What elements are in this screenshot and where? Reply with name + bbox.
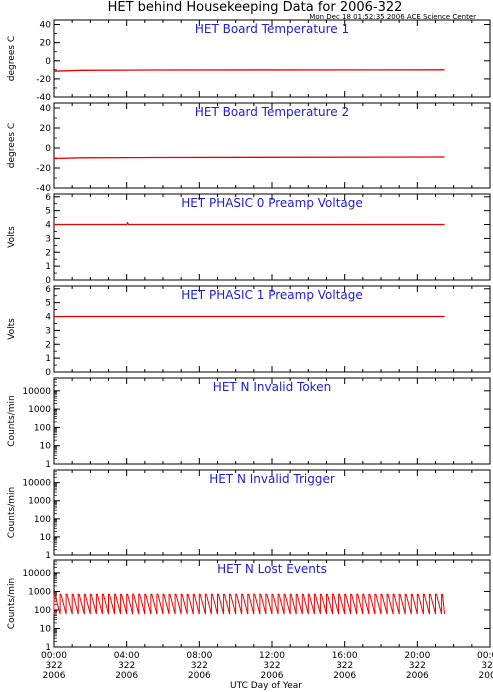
figure-title: HET behind Housekeeping Data for 2006-32… <box>108 0 403 15</box>
x-tick-label-doy: 322 <box>263 661 280 671</box>
y-tick-label: 100 <box>34 423 51 433</box>
x-tick-label-time: 00:00 <box>477 651 493 661</box>
series-line <box>54 221 445 226</box>
x-tick-label-time: 16:00 <box>332 651 358 661</box>
panel-title: HET Board Temperature 1 <box>195 22 349 36</box>
y-tick-label: 10000 <box>22 387 51 397</box>
y-tick-label: -20 <box>36 75 51 85</box>
y-tick-label: 10 <box>40 533 52 543</box>
y-tick-label: 0 <box>45 368 51 378</box>
panel-title: HET Board Temperature 2 <box>195 105 349 119</box>
y-tick-label: 1 <box>45 643 51 653</box>
panel-5: 1 10 100 1000 10000 Counts/min HET N Invalid T… <box>7 377 491 470</box>
y-tick-label: 4 <box>45 221 51 231</box>
y-axis-label: Counts/min <box>7 487 17 538</box>
y-tick-label: 10 <box>40 442 52 452</box>
y-tick-label: 1 <box>45 354 51 364</box>
y-tick-label: 20 <box>40 124 52 134</box>
y-tick-label: 10 <box>40 624 52 634</box>
y-tick-label: 5 <box>45 207 51 217</box>
panel-title: HET N Invalid Trigger <box>209 472 335 486</box>
y-tick-label: 2 <box>45 340 51 350</box>
y-tick-label: 5 <box>45 299 51 309</box>
panel-2: -40 -20 0 20 40 degrees C HET Board Temperatur… <box>7 102 491 194</box>
figure-timestamp: Mon Dec 18 01:52:35 2006 ACE Science Cen… <box>309 13 476 21</box>
panel-1: -40 -20 0 20 40 degrees C HET Board Temperatur… <box>7 19 491 103</box>
y-tick-label: 10000 <box>22 569 51 579</box>
x-tick-label-doy: 322 <box>118 661 135 671</box>
x-axis-label: UTC Day of Year <box>230 681 302 691</box>
x-tick-label-year: 2006 <box>188 671 211 681</box>
x-tick-label-doy: 322 <box>45 661 62 671</box>
panel-6: 1 10 100 1000 10000 Counts/min HET N Invalid T… <box>7 469 491 561</box>
x-tick-label-year: 2006 <box>43 671 66 681</box>
y-tick-label: 6 <box>45 285 51 295</box>
y-tick-label: 100 <box>34 515 51 525</box>
x-tick-label-time: 00:00 <box>41 651 67 661</box>
x-tick-label-year: 2006 <box>479 671 493 681</box>
x-tick-label-doy: 323 <box>481 661 493 671</box>
y-axis-label: degrees C <box>7 123 17 168</box>
panel-title: HET PHASIC 0 Preamp Voltage <box>181 196 363 210</box>
y-tick-label: 1000 <box>28 405 51 415</box>
y-tick-label: 0 <box>45 276 51 286</box>
panel-title: HET PHASIC 1 Preamp Voltage <box>181 288 363 302</box>
y-axis-label: Counts/min <box>7 395 17 446</box>
x-tick-label-year: 2006 <box>261 671 284 681</box>
y-tick-label: -40 <box>36 93 51 103</box>
x-tick-label-time: 12:00 <box>259 651 285 661</box>
y-tick-label: 40 <box>40 104 52 114</box>
x-tick-label-doy: 322 <box>409 661 426 671</box>
y-tick-label: 0 <box>45 144 51 154</box>
series-line <box>53 593 446 615</box>
series-line <box>53 156 445 160</box>
y-tick-label: 100 <box>34 606 51 616</box>
panel-3: 0 1 2 3 4 5 6 Volts HET PHASIC 0 Preamp Voltage <box>7 193 491 286</box>
y-tick-label: 0 <box>45 57 51 67</box>
x-tick-label-year: 2006 <box>406 671 429 681</box>
y-tick-label: 1 <box>45 460 51 470</box>
y-axis-label: degrees C <box>7 36 17 81</box>
series-line <box>53 69 445 72</box>
panel-7: 1 10 100 1000 10000 Counts/min HET N Lost Even… <box>7 559 491 653</box>
y-tick-label: 10000 <box>22 479 51 489</box>
y-axis-label: Volts <box>7 226 17 248</box>
panel-title: HET N Invalid Token <box>213 380 331 394</box>
y-tick-label: 4 <box>45 313 51 323</box>
x-tick-label-doy: 322 <box>191 661 208 671</box>
y-tick-label: 1 <box>45 262 51 272</box>
x-tick-label-doy: 322 <box>336 661 353 671</box>
x-tick-label-year: 2006 <box>333 671 356 681</box>
y-axis-label: Counts/min <box>7 578 17 629</box>
y-tick-label: 40 <box>40 21 52 31</box>
x-tick-label-time: 04:00 <box>114 651 140 661</box>
y-tick-label: 3 <box>45 234 51 244</box>
y-tick-label: -20 <box>36 164 51 174</box>
x-tick-label-time: 08:00 <box>186 651 212 661</box>
y-tick-label: 1000 <box>28 587 51 597</box>
y-tick-label: -40 <box>36 184 51 194</box>
y-tick-label: 6 <box>45 193 51 203</box>
y-tick-label: 2 <box>45 248 51 258</box>
y-tick-label: 20 <box>40 39 52 49</box>
y-tick-label: 3 <box>45 326 51 336</box>
panel-4: 0 1 2 3 4 5 6 Volts HET PHASIC 1 Preamp Voltage <box>7 285 491 378</box>
y-axis-label: Volts <box>7 318 17 340</box>
y-tick-label: 1000 <box>28 497 51 507</box>
panel-title: HET N Lost Events <box>217 562 327 576</box>
x-tick-label-year: 2006 <box>115 671 138 681</box>
y-tick-label: 1 <box>45 551 51 561</box>
x-tick-label-time: 20:00 <box>404 651 430 661</box>
